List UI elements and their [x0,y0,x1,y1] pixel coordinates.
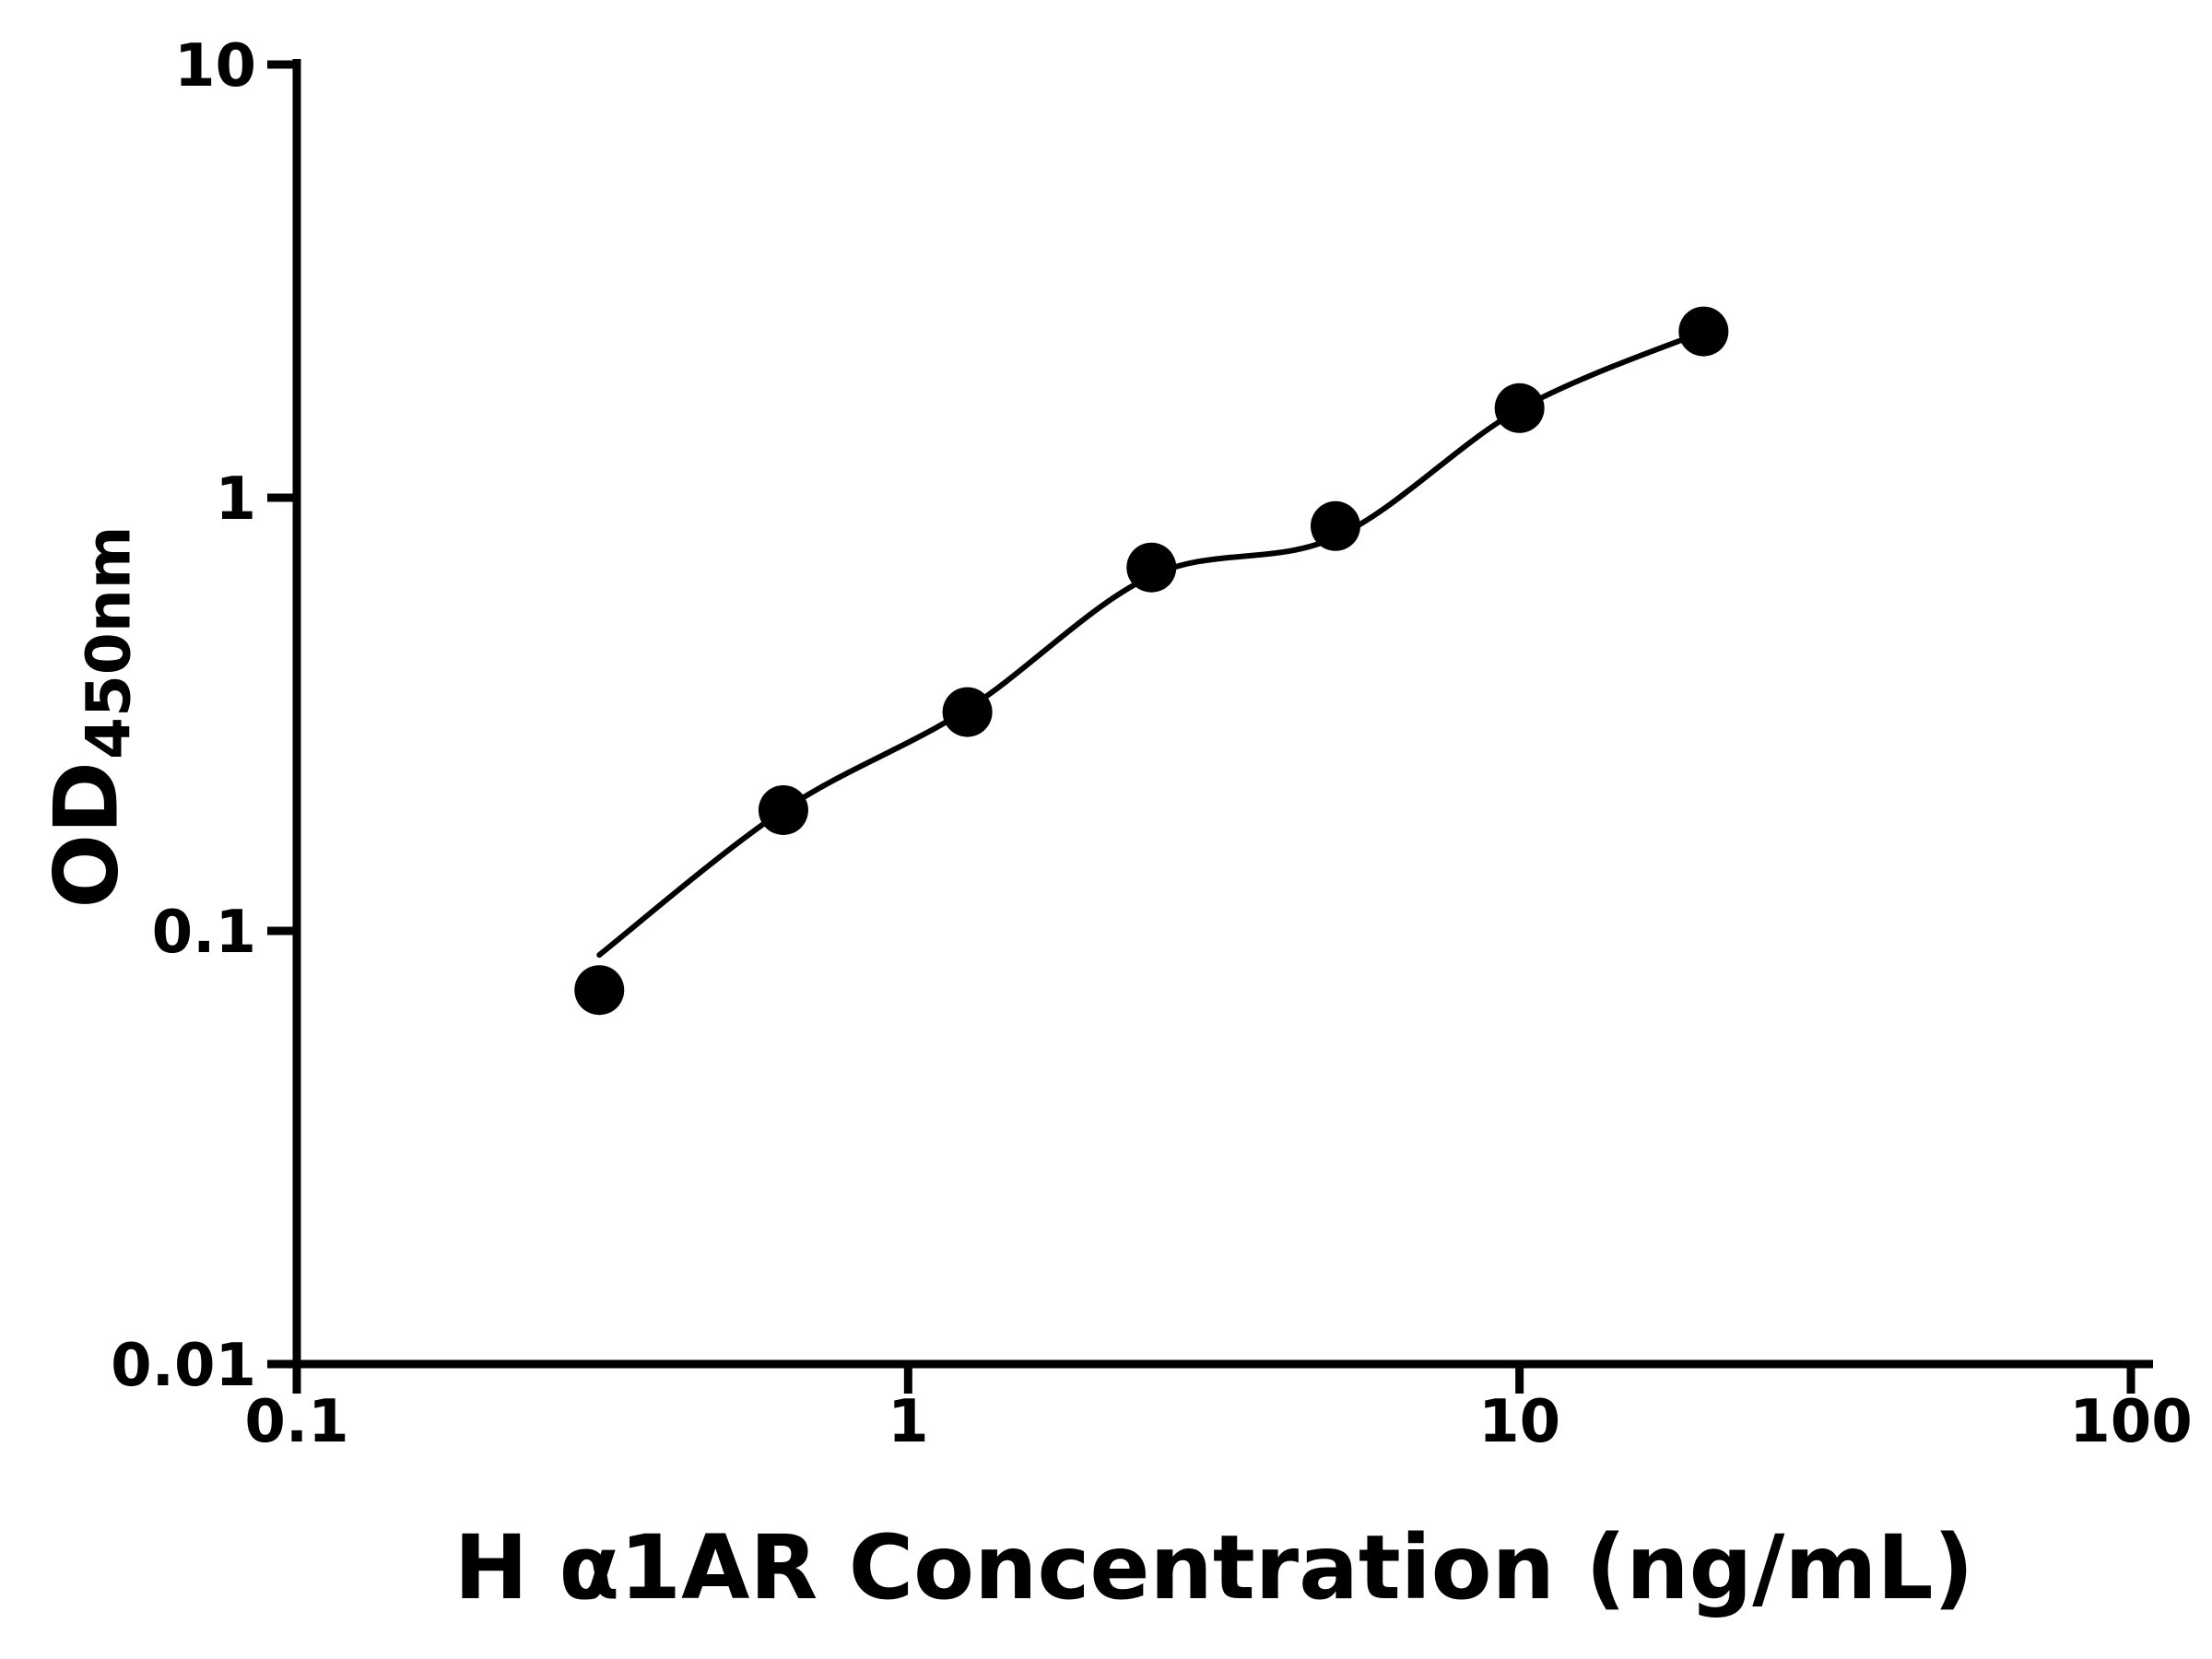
x-axis-tick-label: 1 [888,1388,929,1456]
y-axis-title: OD450nm [37,525,145,908]
data-point [942,687,993,737]
axis-lines [292,59,2153,1369]
data-point [1678,306,1729,357]
data-point [758,784,808,835]
fit-curve [596,328,1707,959]
y-axis-title-subscript: 450nm [73,525,145,759]
data-point [1126,542,1177,593]
y-axis-tick-label: 1 [215,465,256,534]
data-point [1494,382,1545,433]
data-point [1310,500,1360,551]
y-axis-title-main: OD [36,760,138,909]
data-point [574,965,625,1016]
y-axis-tick-label: 0.01 [111,1332,256,1400]
x-axis-tick-label: 100 [2069,1388,2193,1456]
x-axis-tick-label: 0.1 [244,1388,348,1456]
y-axis-tick-label: 10 [174,32,256,100]
x-axis-title: H α1AR Concentration (ng/mL) [453,1516,1974,1619]
y-axis-tick-label: 0.1 [152,899,256,967]
x-axis-tick-label: 10 [1478,1388,1560,1456]
